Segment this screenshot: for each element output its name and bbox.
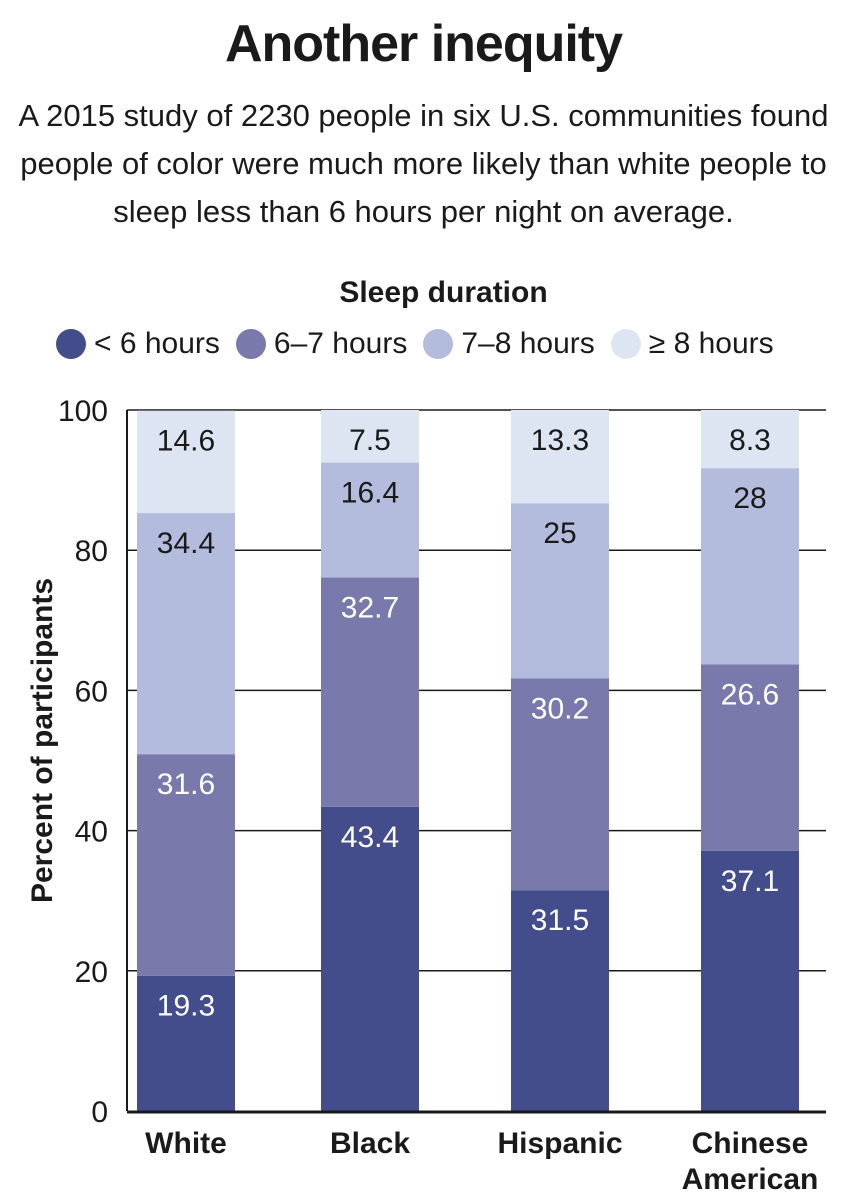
data-label: 37.1 [721, 865, 779, 898]
bar-segment [137, 410, 235, 514]
x-tick-label: Hispanic [497, 1127, 622, 1160]
data-label: 19.3 [157, 990, 215, 1023]
legend-label: ≥ 8 hours [648, 327, 774, 360]
bar-segment [701, 850, 799, 1111]
data-label: 16.4 [341, 477, 399, 510]
data-label: 13.3 [531, 424, 589, 457]
y-tick-label: 40 [75, 816, 108, 849]
legend-swatch [235, 329, 266, 359]
y-tick-label: 0 [91, 1096, 108, 1129]
x-tick-label-line: American [682, 1163, 819, 1196]
data-label: 28 [733, 482, 766, 515]
bar-segment [511, 890, 609, 1111]
chart-subtitle: A 2015 study of 2230 people in six U.S. … [18, 98, 829, 229]
data-label: 31.6 [157, 768, 215, 801]
data-label: 25 [543, 517, 576, 550]
legend-item: 7–8 hours [423, 327, 595, 361]
legend-swatch [423, 329, 454, 359]
bar-segment [511, 503, 609, 679]
bar-segment [137, 754, 235, 976]
legend-item: 6–7 hours [235, 327, 408, 361]
data-label: 7.5 [349, 424, 391, 457]
stacked-bar-chart: 0 20 40 60 80 100 Percent of participants 19.3 3… [26, 395, 826, 1196]
legend-title: Sleep duration [339, 276, 548, 309]
bar-segment [321, 410, 419, 463]
data-label: 34.4 [157, 527, 215, 560]
bar-segment [701, 468, 799, 665]
x-tick-label-line: Black [330, 1127, 410, 1160]
bar-segment [137, 513, 235, 755]
data-label: 32.7 [341, 592, 399, 625]
bar-segment [701, 664, 799, 851]
x-tick-label: Chinese American [682, 1127, 819, 1196]
legend: < 6 hours 6–7 hours 7–8 hours ≥ 8 hours [56, 322, 836, 366]
chart-title: Another inequity [224, 15, 623, 73]
x-tick-label-line: Hispanic [497, 1127, 622, 1160]
data-label: 30.2 [531, 692, 589, 725]
legend-item: ≥ 8 hours [610, 327, 774, 361]
legend-item: < 6 hours [56, 327, 220, 361]
bar-segment [511, 678, 609, 891]
legend-swatch [610, 329, 641, 359]
bar-segment [321, 577, 419, 807]
legend-label: 7–8 hours [461, 327, 595, 360]
legend-label: < 6 hours [94, 327, 220, 360]
bar-segment [321, 806, 419, 1111]
data-label: 26.6 [721, 678, 779, 711]
x-tick-label: White [145, 1127, 227, 1160]
data-label: 31.5 [531, 904, 589, 937]
bar-segment [137, 975, 235, 1111]
y-tick-label: 20 [75, 956, 108, 989]
y-tick-label: 80 [75, 535, 108, 568]
bar-segment [511, 410, 609, 504]
bar-segment [701, 410, 799, 469]
legend-label: 6–7 hours [273, 327, 408, 360]
legend-swatch [56, 329, 86, 359]
x-tick-label-line: White [145, 1127, 227, 1160]
y-axis-title: Percent of participants [26, 578, 59, 903]
data-label: 14.6 [157, 425, 215, 458]
bar-segment [321, 462, 419, 578]
data-label: 43.4 [341, 821, 399, 854]
x-tick-label: Black [330, 1127, 410, 1160]
x-tick-label-line: Chinese [692, 1127, 809, 1160]
y-tick-label: 100 [58, 395, 108, 428]
y-tick-label: 60 [75, 675, 108, 708]
data-label: 8.3 [729, 424, 771, 457]
